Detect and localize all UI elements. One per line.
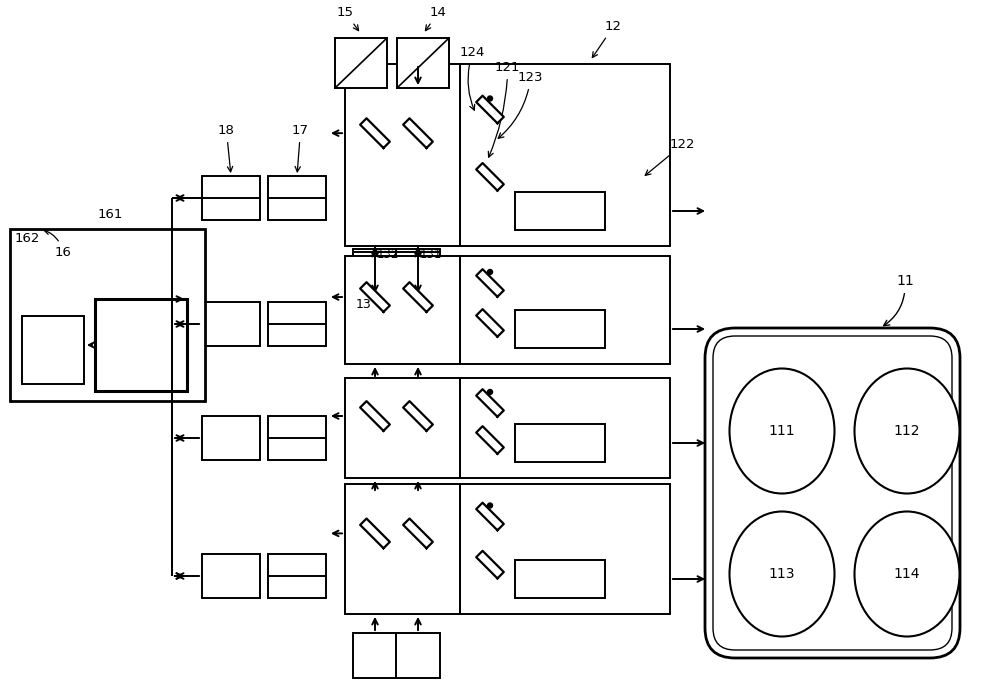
Circle shape: [487, 96, 492, 101]
Bar: [460, 256, 670, 364]
Text: 15: 15: [337, 6, 359, 31]
Text: 122: 122: [645, 138, 696, 176]
Polygon shape: [360, 519, 390, 548]
Bar: [345, 64, 460, 246]
Bar: [22, 316, 84, 384]
Bar: [268, 416, 326, 460]
Text: 18: 18: [218, 124, 235, 172]
Bar: [353, 633, 397, 678]
Polygon shape: [476, 96, 504, 123]
Ellipse shape: [730, 512, 834, 637]
Polygon shape: [476, 426, 504, 453]
Ellipse shape: [854, 512, 960, 637]
Bar: [396, 249, 440, 294]
Bar: [460, 64, 670, 246]
Text: 121: 121: [488, 61, 520, 157]
Bar: [202, 302, 260, 346]
Bar: [335, 38, 387, 88]
Polygon shape: [476, 163, 504, 191]
Ellipse shape: [730, 368, 834, 493]
Bar: [345, 378, 460, 478]
Bar: [397, 38, 449, 88]
Polygon shape: [360, 401, 390, 431]
Text: 114: 114: [894, 567, 920, 581]
Text: 162: 162: [15, 231, 40, 244]
Bar: [396, 633, 440, 678]
Text: 131: 131: [420, 248, 442, 261]
Bar: [345, 256, 460, 364]
Polygon shape: [403, 401, 433, 431]
Text: 14: 14: [425, 6, 447, 31]
Text: 123: 123: [498, 71, 544, 139]
Bar: [268, 176, 326, 220]
Bar: [396, 493, 440, 533]
Polygon shape: [476, 269, 504, 297]
Text: 13: 13: [356, 298, 372, 311]
Polygon shape: [360, 282, 390, 312]
Bar: [396, 252, 440, 296]
Text: 111: 111: [769, 424, 795, 438]
Text: 124: 124: [460, 46, 485, 110]
Bar: [95, 299, 187, 391]
Bar: [460, 484, 670, 614]
Bar: [353, 249, 397, 294]
Text: 132: 132: [377, 248, 399, 261]
Circle shape: [487, 390, 492, 394]
Text: 11: 11: [884, 274, 914, 326]
Bar: [515, 560, 605, 598]
Bar: [345, 484, 460, 614]
Bar: [515, 310, 605, 348]
Bar: [396, 379, 440, 419]
Bar: [202, 176, 260, 220]
Text: 12: 12: [592, 20, 622, 58]
Polygon shape: [476, 503, 504, 530]
Text: 161: 161: [98, 207, 123, 220]
FancyBboxPatch shape: [705, 328, 960, 658]
Polygon shape: [476, 389, 504, 417]
Text: 112: 112: [894, 424, 920, 438]
Polygon shape: [360, 118, 390, 148]
Bar: [268, 302, 326, 346]
Bar: [268, 554, 326, 598]
Polygon shape: [476, 309, 504, 337]
Bar: [10, 229, 205, 401]
Bar: [515, 192, 605, 230]
Text: 113: 113: [769, 567, 795, 581]
Polygon shape: [403, 282, 433, 312]
Bar: [353, 379, 397, 419]
Polygon shape: [403, 519, 433, 548]
Bar: [515, 424, 605, 462]
Ellipse shape: [854, 368, 960, 493]
Circle shape: [487, 503, 492, 508]
Text: 16: 16: [44, 229, 72, 259]
Bar: [460, 378, 670, 478]
FancyBboxPatch shape: [713, 336, 952, 650]
Bar: [353, 252, 397, 296]
Polygon shape: [403, 118, 433, 148]
Polygon shape: [476, 551, 504, 578]
Text: 17: 17: [292, 124, 309, 172]
Bar: [202, 416, 260, 460]
Bar: [202, 554, 260, 598]
Circle shape: [487, 270, 492, 274]
Bar: [353, 493, 397, 533]
